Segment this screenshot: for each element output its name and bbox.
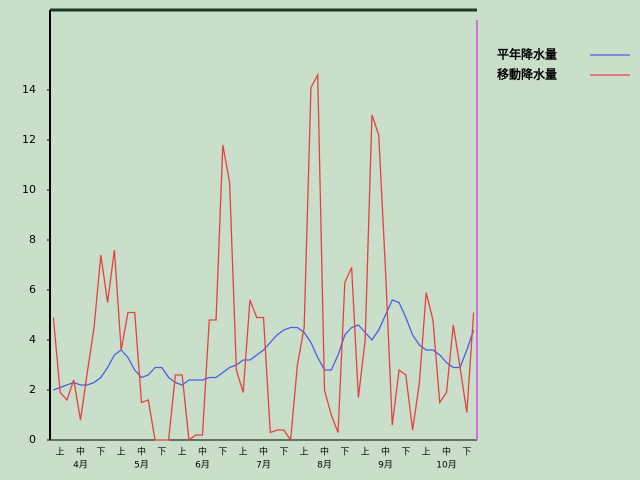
y-tick-label: 10 <box>22 183 36 196</box>
series-line <box>53 299 475 391</box>
x-tick-label: 下 <box>96 448 105 458</box>
x-tick-label: 中 <box>76 446 85 458</box>
x-tick-label: 下 <box>157 448 166 458</box>
y-tick-label: 4 <box>29 333 36 346</box>
month-label: 5月 <box>134 460 149 471</box>
x-tick-label: 下 <box>462 448 471 458</box>
x-tick-label: 中 <box>137 446 146 458</box>
x-tick-label: 上 <box>239 447 248 458</box>
legend-label: 平年降水量 <box>497 47 557 62</box>
month-label: 7月 <box>256 460 271 471</box>
x-tick-label: 中 <box>259 446 268 458</box>
y-tick-label: 2 <box>29 383 36 396</box>
x-tick-label: 上 <box>361 447 370 458</box>
y-tick-label: 8 <box>29 233 36 246</box>
y-tick-label: 0 <box>29 433 36 446</box>
x-tick-label: 中 <box>198 446 207 458</box>
month-label: 4月 <box>73 460 88 471</box>
month-label: 10月 <box>436 460 456 471</box>
x-tick-label: 上 <box>178 447 187 458</box>
legend-label: 移動降水量 <box>497 67 557 82</box>
x-tick-label: 上 <box>56 447 65 458</box>
x-tick-label: 上 <box>117 447 126 458</box>
x-tick-label: 下 <box>218 448 227 458</box>
x-tick-label: 下 <box>340 448 349 458</box>
x-tick-label: 下 <box>401 448 410 458</box>
x-tick-label: 上 <box>422 447 431 458</box>
x-tick-label: 中 <box>320 446 329 458</box>
month-label: 9月 <box>378 460 393 471</box>
series-line <box>52 72 475 442</box>
month-label: 6月 <box>195 460 210 471</box>
y-tick-label: 14 <box>22 83 36 96</box>
x-tick-label: 下 <box>279 448 288 458</box>
x-tick-label: 中 <box>381 446 390 458</box>
y-tick-label: 12 <box>22 133 36 146</box>
x-tick-label: 中 <box>442 446 451 458</box>
month-label: 8月 <box>317 460 332 471</box>
y-tick-label: 6 <box>29 283 36 296</box>
x-tick-label: 上 <box>300 447 309 458</box>
